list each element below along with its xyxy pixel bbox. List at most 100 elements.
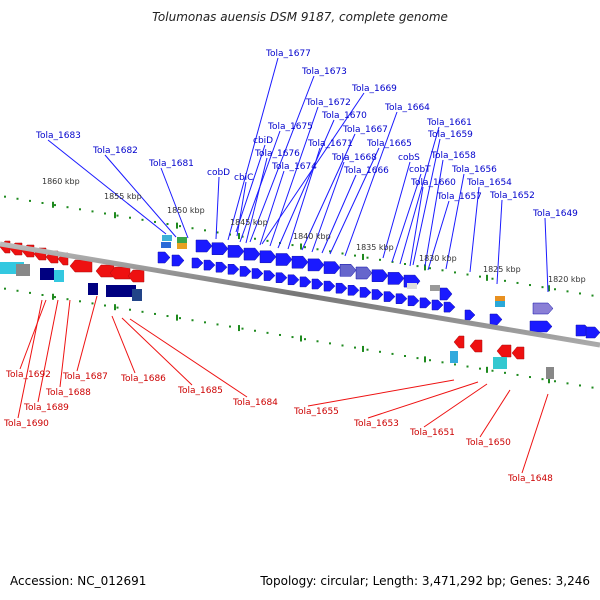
forward-gene[interactable] xyxy=(355,266,373,280)
tick-dot[interactable] xyxy=(416,357,419,360)
forward-gene[interactable] xyxy=(359,287,372,298)
tick-dot[interactable] xyxy=(129,216,131,219)
reverse-block[interactable] xyxy=(132,289,142,301)
forward-gene[interactable] xyxy=(383,291,396,302)
tick-major[interactable] xyxy=(424,264,426,271)
tick-dot[interactable] xyxy=(354,254,356,257)
reverse-block[interactable] xyxy=(54,270,64,282)
tick-dot[interactable] xyxy=(304,338,306,341)
tick-dot[interactable] xyxy=(279,333,281,336)
tick-dot[interactable] xyxy=(366,348,369,351)
tick-dot[interactable] xyxy=(441,269,444,272)
tick-dot[interactable] xyxy=(241,327,244,330)
tick-dot[interactable] xyxy=(541,286,544,289)
forward-gene[interactable] xyxy=(439,287,453,301)
reverse-gene[interactable] xyxy=(496,344,512,358)
forward-gene[interactable] xyxy=(311,278,324,290)
reverse-gene[interactable] xyxy=(511,346,525,360)
tick-dot[interactable] xyxy=(579,384,581,387)
forward-gene[interactable] xyxy=(215,261,228,273)
tick-major[interactable] xyxy=(486,366,488,373)
tick-dot[interactable] xyxy=(404,355,406,358)
tick-dot[interactable] xyxy=(329,342,331,345)
forward-gene[interactable] xyxy=(532,302,554,315)
forward-gene[interactable] xyxy=(387,272,405,285)
tick-dot[interactable] xyxy=(591,294,594,297)
tick-major[interactable] xyxy=(548,377,550,384)
tick-major[interactable] xyxy=(52,293,54,300)
forward-gene[interactable] xyxy=(291,255,309,269)
tick-dot[interactable] xyxy=(154,220,156,223)
tick-major[interactable] xyxy=(424,356,426,363)
tick-dot[interactable] xyxy=(516,373,519,376)
tick-dot[interactable] xyxy=(429,359,431,362)
tick-dot[interactable] xyxy=(116,214,119,217)
tick-major[interactable] xyxy=(300,335,302,342)
forward-gene[interactable] xyxy=(243,247,261,261)
tick-dot[interactable] xyxy=(316,340,319,343)
tick-dot[interactable] xyxy=(91,210,94,213)
tick-dot[interactable] xyxy=(479,275,481,278)
tick-dot[interactable] xyxy=(191,227,194,230)
forward-gene[interactable] xyxy=(489,313,503,326)
tick-major[interactable] xyxy=(362,253,364,260)
tick-dot[interactable] xyxy=(316,248,319,251)
marker-box[interactable] xyxy=(495,296,505,302)
forward-gene[interactable] xyxy=(171,254,185,267)
reverse-gene[interactable] xyxy=(69,259,93,273)
tick-major[interactable] xyxy=(362,345,364,352)
forward-gene[interactable] xyxy=(157,251,171,264)
tick-dot[interactable] xyxy=(366,256,369,259)
tick-dot[interactable] xyxy=(54,296,56,299)
tick-dot[interactable] xyxy=(79,300,81,303)
forward-gene[interactable] xyxy=(443,301,456,313)
tick-dot[interactable] xyxy=(79,208,81,211)
tick-dot[interactable] xyxy=(216,231,219,234)
tick-dot[interactable] xyxy=(291,244,294,247)
forward-gene[interactable] xyxy=(239,266,252,277)
tick-dot[interactable] xyxy=(104,212,106,215)
tick-dot[interactable] xyxy=(354,346,356,349)
tick-dot[interactable] xyxy=(116,306,119,309)
forward-gene[interactable] xyxy=(464,309,476,321)
tick-major[interactable] xyxy=(548,285,550,292)
forward-gene[interactable] xyxy=(191,257,204,269)
tick-dot[interactable] xyxy=(91,302,94,305)
forward-gene[interactable] xyxy=(259,250,277,264)
tick-dot[interactable] xyxy=(104,304,106,307)
tick-dot[interactable] xyxy=(4,287,6,290)
tick-dot[interactable] xyxy=(166,223,169,226)
tick-dot[interactable] xyxy=(591,386,594,389)
tick-dot[interactable] xyxy=(204,229,206,232)
tick-major[interactable] xyxy=(52,201,54,208)
tick-dot[interactable] xyxy=(266,239,269,242)
reverse-gene[interactable] xyxy=(453,335,465,349)
tick-dot[interactable] xyxy=(466,273,469,276)
tick-dot[interactable] xyxy=(541,378,544,381)
forward-gene[interactable] xyxy=(431,299,444,311)
tick-dot[interactable] xyxy=(504,371,506,374)
forward-gene[interactable] xyxy=(307,258,325,272)
tick-dot[interactable] xyxy=(241,235,244,238)
reverse-block[interactable] xyxy=(450,351,458,363)
tick-dot[interactable] xyxy=(579,292,581,295)
tick-dot[interactable] xyxy=(141,218,144,221)
tick-dot[interactable] xyxy=(504,279,506,282)
tick-dot[interactable] xyxy=(179,317,181,320)
forward-gene[interactable] xyxy=(585,326,600,339)
tick-dot[interactable] xyxy=(216,323,219,326)
tick-dot[interactable] xyxy=(266,331,269,334)
gene-layer[interactable] xyxy=(0,235,600,379)
forward-gene[interactable] xyxy=(407,295,420,307)
tick-dot[interactable] xyxy=(529,376,531,379)
tick-dot[interactable] xyxy=(41,293,44,296)
tick-dot[interactable] xyxy=(441,361,444,364)
forward-gene[interactable] xyxy=(347,285,360,296)
tick-major[interactable] xyxy=(114,212,116,219)
tick-major[interactable] xyxy=(238,325,240,332)
reverse-gene[interactable] xyxy=(469,339,483,353)
tick-dot[interactable] xyxy=(129,308,131,311)
tick-dot[interactable] xyxy=(479,367,481,370)
tick-major[interactable] xyxy=(486,274,488,281)
tick-dot[interactable] xyxy=(29,199,31,202)
